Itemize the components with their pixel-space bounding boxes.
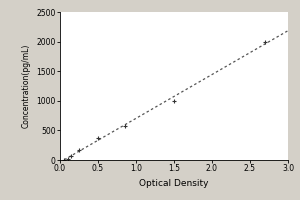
Y-axis label: Concentration(pg/mL): Concentration(pg/mL) [22,44,31,128]
X-axis label: Optical Density: Optical Density [139,179,209,188]
